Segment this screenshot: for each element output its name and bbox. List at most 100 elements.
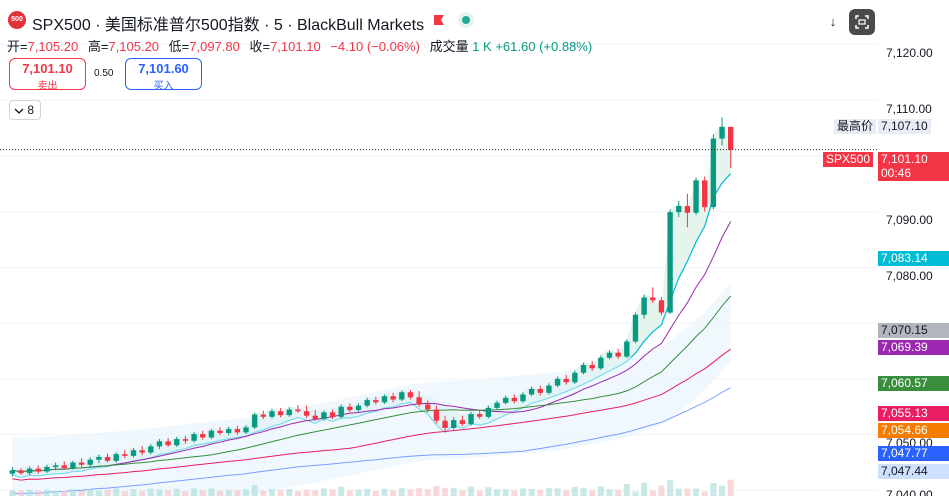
candle xyxy=(710,134,717,210)
candle-body xyxy=(494,402,500,408)
volume-bar xyxy=(320,488,327,496)
volume-bar xyxy=(165,489,172,496)
volume-bar xyxy=(649,490,656,496)
buy-price: 7,101.60 xyxy=(138,61,189,76)
candle-body xyxy=(554,378,561,386)
volume-bar xyxy=(554,488,561,496)
candle-body xyxy=(719,126,725,139)
candle xyxy=(182,435,189,444)
candle-body xyxy=(347,406,353,411)
candle xyxy=(572,370,578,384)
ma-label-green: 7,060.57 xyxy=(878,376,949,391)
candle xyxy=(416,391,422,407)
volume-bar xyxy=(442,488,449,496)
symbol-title[interactable]: SPX500 · 美国标准普尔500指数 · 5 · BlackBull Mar… xyxy=(32,17,425,34)
ma-purple-line xyxy=(12,221,732,473)
candle-body xyxy=(624,341,630,357)
candle xyxy=(35,465,41,474)
low-label: 低= xyxy=(168,39,190,54)
candle xyxy=(104,453,111,463)
candle xyxy=(26,466,33,476)
volume-bar xyxy=(571,486,578,496)
volume-bar xyxy=(355,489,362,496)
candle-body xyxy=(9,470,16,474)
candle-body xyxy=(520,394,526,402)
candle-body xyxy=(321,412,327,420)
candle xyxy=(96,454,102,464)
candle-body xyxy=(130,450,137,456)
volume-bar xyxy=(684,488,691,496)
volume-bar xyxy=(268,489,275,496)
candle-body xyxy=(243,427,249,433)
market-open-icon xyxy=(458,12,474,28)
candle xyxy=(9,467,16,477)
candle-body xyxy=(286,409,292,416)
candle xyxy=(658,296,665,316)
volume-bar xyxy=(26,489,33,496)
candle-body xyxy=(416,397,422,405)
candle xyxy=(606,350,613,360)
volume-bar xyxy=(242,489,250,496)
volume-bar xyxy=(69,489,76,496)
candle xyxy=(312,410,318,421)
high-label: 高= xyxy=(87,39,109,54)
chevron-down-icon xyxy=(14,108,24,114)
high-price-caption: 最高价 xyxy=(834,119,877,134)
volume-bar xyxy=(485,487,492,496)
candle-body xyxy=(26,468,33,474)
volume-bar xyxy=(225,489,232,496)
candle xyxy=(650,287,656,304)
volume-bar xyxy=(364,489,371,496)
candle-body xyxy=(96,456,102,460)
volume-bar xyxy=(87,489,94,496)
flag-icon[interactable] xyxy=(433,14,445,26)
volume-bar xyxy=(217,490,224,496)
volume-bar xyxy=(701,491,708,496)
candle-body xyxy=(650,297,656,301)
candle xyxy=(78,458,85,468)
candle-body xyxy=(200,434,206,438)
candle-body xyxy=(251,414,258,428)
buy-button[interactable]: 7,101.60 买入 xyxy=(125,58,202,92)
candle-body xyxy=(433,409,440,421)
volume-bar xyxy=(78,490,85,496)
ma-red-line xyxy=(12,348,731,481)
volume-bar xyxy=(606,489,613,496)
low-value: 7,097.80 xyxy=(189,39,240,54)
volume-bar xyxy=(147,488,154,496)
volume-bar xyxy=(199,490,206,496)
volume-bar xyxy=(459,489,466,496)
sell-button[interactable]: 7,101.10 卖出 xyxy=(9,58,86,92)
candle xyxy=(632,312,639,344)
candle-body xyxy=(390,396,396,400)
screenshot-icon[interactable] xyxy=(849,9,875,35)
symbol-tag: SPX500 xyxy=(823,152,874,167)
symbol-badge: 500 xyxy=(8,11,26,29)
volume-bar xyxy=(563,490,570,496)
candle-body xyxy=(87,459,93,465)
candle-body xyxy=(277,411,284,416)
ma-label-gray: 7,070.15 xyxy=(878,323,949,338)
candle xyxy=(407,390,414,400)
candle xyxy=(122,449,128,459)
candle xyxy=(260,410,266,420)
volume-bar xyxy=(511,490,518,496)
indicators-toggle[interactable]: 8 xyxy=(9,100,41,120)
volume-bar xyxy=(286,489,293,496)
volume-bar xyxy=(381,488,388,496)
candle xyxy=(295,405,301,413)
candle xyxy=(468,411,474,426)
candle xyxy=(200,430,206,440)
volume-bar xyxy=(251,485,258,496)
arrow-down-icon[interactable]: ↓ xyxy=(829,14,837,29)
candle xyxy=(520,392,526,403)
candle xyxy=(165,438,171,447)
volume-value: 1 K xyxy=(472,39,492,54)
ma-label-orange: 7,054.66 xyxy=(878,423,949,438)
candle xyxy=(130,448,137,458)
volume-bar xyxy=(476,490,483,496)
volume-bar xyxy=(658,485,665,496)
candle xyxy=(44,464,50,474)
candle xyxy=(615,348,621,359)
